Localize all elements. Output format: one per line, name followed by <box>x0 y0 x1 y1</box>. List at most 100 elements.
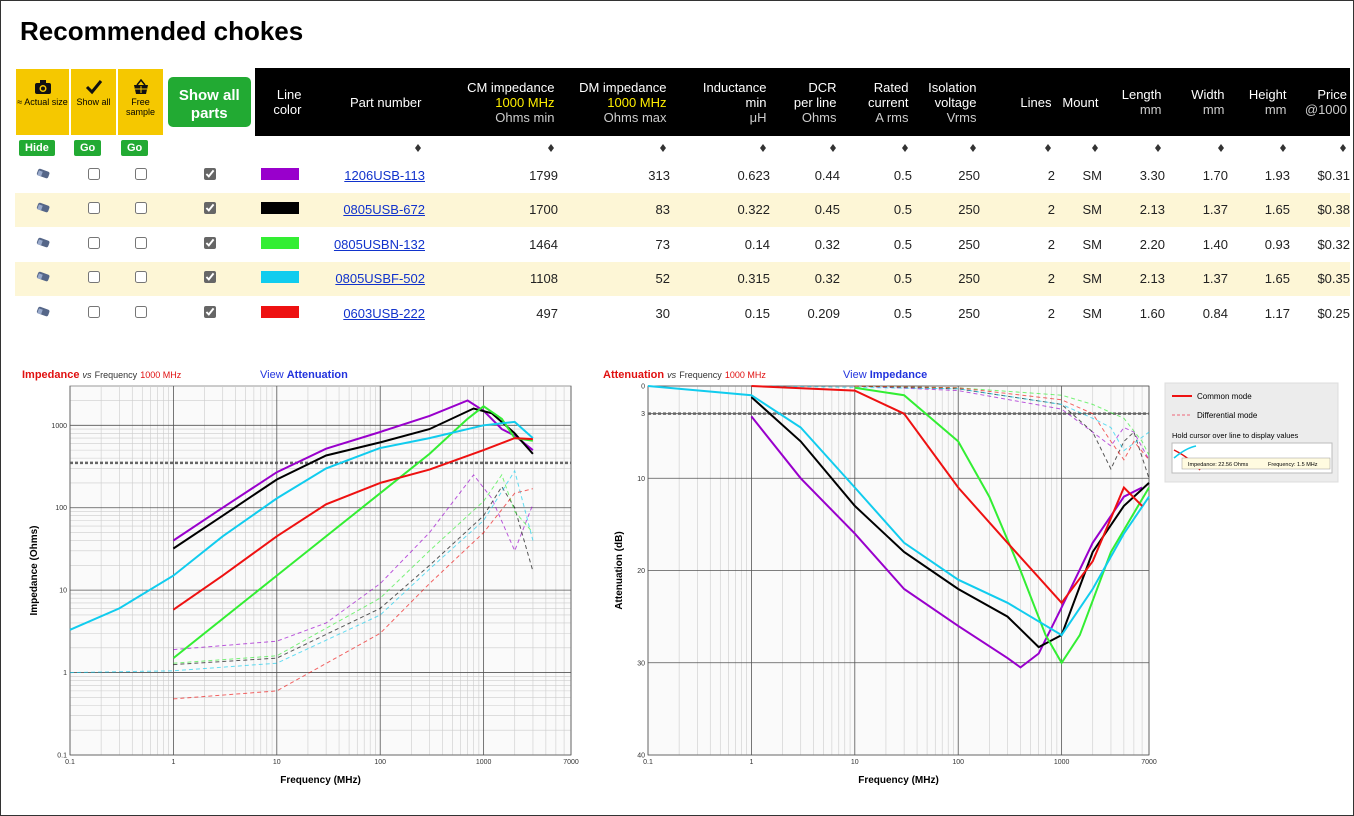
y-tick-label: 0 <box>641 384 645 391</box>
part-number-link[interactable]: 0805USB-672 <box>343 202 425 217</box>
sort-icon[interactable] <box>415 144 421 152</box>
column-unit: @1000 <box>1294 102 1348 117</box>
sort-icon[interactable] <box>902 144 908 152</box>
sort-cell <box>1228 136 1290 158</box>
cell: 0.315 <box>670 262 770 297</box>
part-number-link[interactable]: 0805USBN-132 <box>334 237 425 252</box>
column-header[interactable]: Price@1000 <box>1290 68 1350 136</box>
sort-icon[interactable] <box>1340 144 1346 152</box>
sort-icon[interactable] <box>760 144 766 152</box>
free-sample-checkbox[interactable] <box>135 237 147 249</box>
free-sample-button[interactable]: Free sample <box>118 69 163 135</box>
checkbox-cell <box>117 227 164 262</box>
cell: 1700 <box>425 193 558 228</box>
cell: 0.32 <box>770 227 840 262</box>
sort-icon[interactable] <box>1218 144 1224 152</box>
link-part[interactable]: View <box>260 369 284 381</box>
cell: 2 <box>980 262 1055 297</box>
actual-size-button[interactable]: ≈ Actual size <box>16 69 69 135</box>
cell: 0.14 <box>670 227 770 262</box>
part-image-cell <box>15 227 70 262</box>
hide-button[interactable]: Hide <box>19 140 55 156</box>
title-part: Impedance <box>22 369 79 381</box>
x-axis-label: Frequency (MHz) <box>858 775 939 786</box>
column-name: Mount <box>1059 95 1099 110</box>
view-link[interactable]: View Impedance <box>843 369 927 381</box>
show-checkbox[interactable] <box>204 202 216 214</box>
show-checkbox[interactable] <box>204 168 216 180</box>
column-unit: A rms <box>844 110 909 125</box>
part-number-link[interactable]: 1206USB-113 <box>344 168 425 183</box>
go-button[interactable]: Go <box>74 140 101 156</box>
cell: 1799 <box>425 158 558 193</box>
cell: 1.70 <box>1165 158 1228 193</box>
link-part[interactable]: Attenuation <box>287 369 348 381</box>
part-number-link[interactable]: 0805USBF-502 <box>335 271 425 286</box>
sort-icon[interactable] <box>548 144 554 152</box>
show-all-checkbox[interactable] <box>88 237 100 249</box>
sort-icon[interactable] <box>970 144 976 152</box>
sort-icon[interactable] <box>1280 144 1286 152</box>
sort-down <box>415 148 421 152</box>
free-sample-checkbox[interactable] <box>135 306 147 318</box>
show-checkbox[interactable] <box>204 271 216 283</box>
cell: 0.5 <box>840 193 912 228</box>
sort-cell <box>305 136 425 158</box>
cell: 1.93 <box>1228 158 1290 193</box>
free-sample-checkbox[interactable] <box>135 271 147 283</box>
column-header[interactable]: Mount <box>1055 68 1102 136</box>
column-unit: Ohms <box>774 110 837 125</box>
cell: $0.38 <box>1290 193 1350 228</box>
go-button[interactable]: Go <box>121 140 148 156</box>
cell: 0.5 <box>840 227 912 262</box>
show-all-checkbox[interactable] <box>88 306 100 318</box>
sort-cell <box>670 136 770 158</box>
sort-icon[interactable] <box>1092 144 1098 152</box>
link-part[interactable]: View <box>843 369 867 381</box>
checkbox-cell <box>70 193 117 228</box>
part-number-link[interactable]: 0603USB-222 <box>343 306 425 321</box>
cell: 313 <box>558 158 670 193</box>
sort-icon[interactable] <box>830 144 836 152</box>
column-name: Lines <box>984 95 1052 110</box>
line-color-swatch <box>261 237 299 249</box>
cell: 0.5 <box>840 296 912 331</box>
part-image <box>35 237 51 249</box>
column-header[interactable]: Part number <box>305 68 425 136</box>
control-row: Hide Go Go <box>15 136 1350 158</box>
show-checkbox[interactable] <box>204 237 216 249</box>
swatch-cell <box>255 296 305 331</box>
cell: 52 <box>558 262 670 297</box>
cell: 250 <box>912 227 980 262</box>
sort-down <box>830 148 836 152</box>
column-header[interactable]: Lines <box>980 68 1055 136</box>
toolbar-cell: ≈ Actual size <box>15 68 70 136</box>
show-all-button[interactable]: Show all <box>71 69 116 135</box>
free-sample-checkbox[interactable] <box>135 168 147 180</box>
show-all-checkbox[interactable] <box>88 271 100 283</box>
legend: Common modeDifferential modeHold cursor … <box>1165 383 1338 482</box>
sort-icon[interactable] <box>660 144 666 152</box>
sort-icon[interactable] <box>1045 144 1051 152</box>
show-all-checkbox[interactable] <box>88 168 100 180</box>
free-sample-checkbox[interactable] <box>135 202 147 214</box>
show-all-parts-button[interactable]: Show all parts <box>168 77 251 127</box>
sort-icon[interactable] <box>1155 144 1161 152</box>
sort-down <box>1045 148 1051 152</box>
view-link[interactable]: View Attenuation <box>260 369 348 381</box>
link-part[interactable]: Impedance <box>870 369 927 381</box>
line-color-swatch <box>261 168 299 180</box>
show-all-checkbox[interactable] <box>88 202 100 214</box>
show-checkbox[interactable] <box>204 306 216 318</box>
button-label: Show all <box>71 97 116 107</box>
